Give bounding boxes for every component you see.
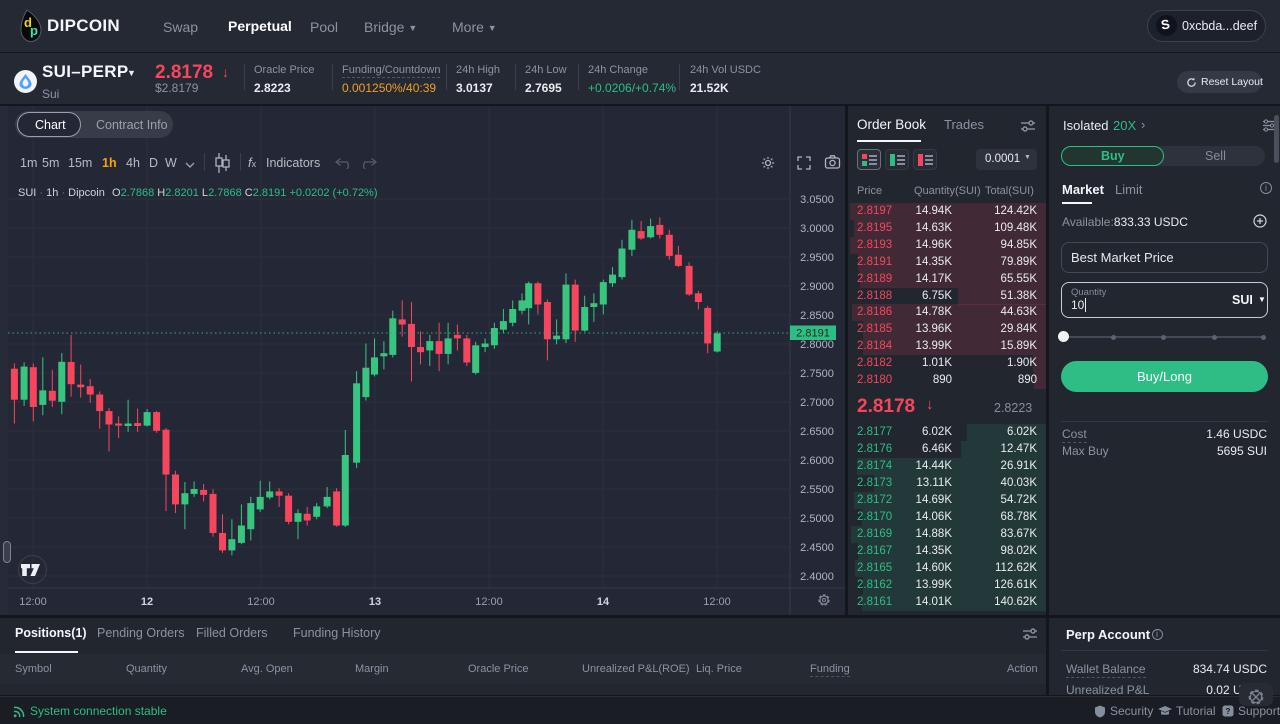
svg-text:2.4000: 2.4000: [800, 571, 834, 583]
svg-text:2.5000: 2.5000: [800, 513, 834, 525]
svg-text:2.6500: 2.6500: [800, 426, 834, 438]
svg-text:12:00: 12:00: [703, 596, 731, 608]
svg-text:3.0500: 3.0500: [800, 194, 834, 206]
svg-text:2.9000: 2.9000: [800, 281, 834, 293]
svg-text:2.7500: 2.7500: [800, 368, 834, 380]
svg-text:?: ?: [1226, 707, 1231, 716]
svg-text:2.5500: 2.5500: [800, 484, 834, 496]
svg-text:12: 12: [141, 596, 153, 608]
svg-text:p: p: [30, 23, 38, 38]
svg-text:2.4500: 2.4500: [800, 542, 834, 554]
svg-text:2.8191: 2.8191: [796, 328, 830, 340]
svg-text:14: 14: [597, 596, 610, 608]
svg-text:2.8500: 2.8500: [800, 310, 834, 322]
svg-text:2.9500: 2.9500: [800, 252, 834, 264]
svg-text:12:00: 12:00: [475, 596, 503, 608]
svg-text:12:00: 12:00: [19, 596, 47, 608]
svg-text:d: d: [24, 15, 32, 30]
svg-text:2.7000: 2.7000: [800, 397, 834, 409]
svg-text:2.6000: 2.6000: [800, 455, 834, 467]
svg-text:2.8000: 2.8000: [800, 339, 834, 351]
svg-text:12:00: 12:00: [247, 596, 275, 608]
svg-text:3.0000: 3.0000: [800, 223, 834, 235]
svg-text:13: 13: [369, 596, 381, 608]
